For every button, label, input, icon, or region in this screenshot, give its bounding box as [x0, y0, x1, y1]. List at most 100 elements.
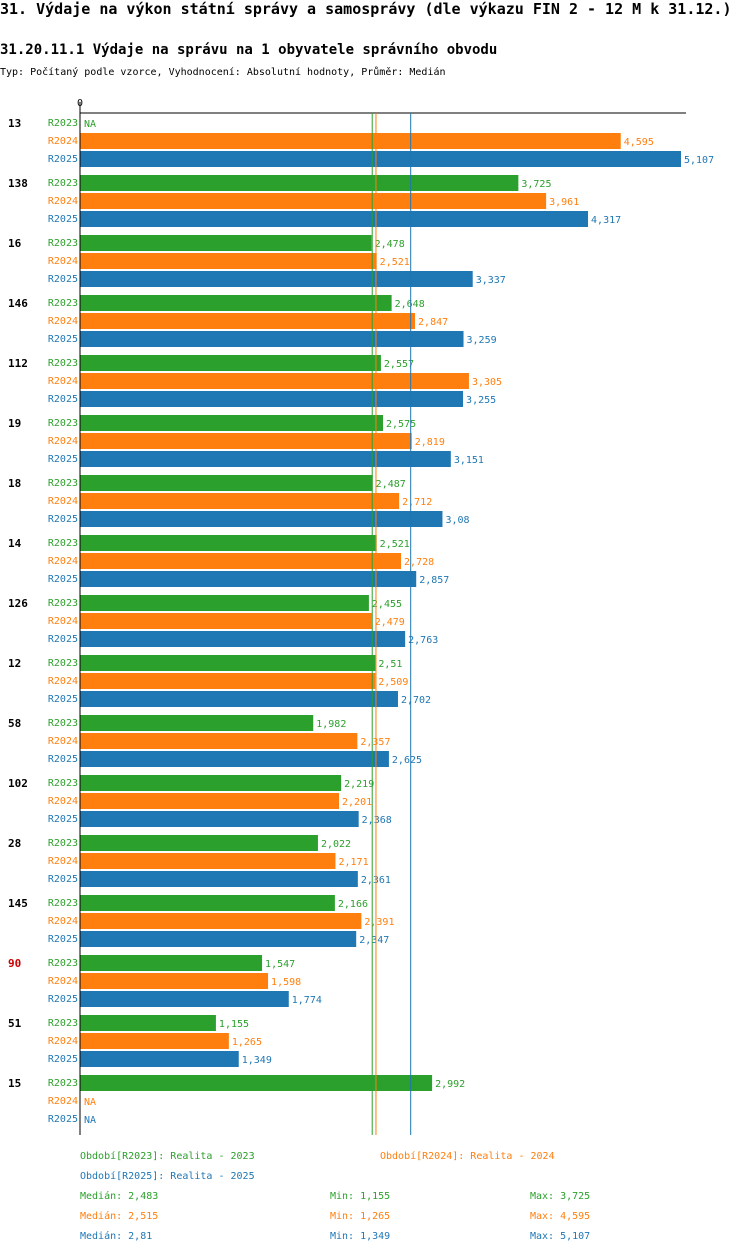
category-label: 18	[8, 477, 21, 490]
bar	[80, 1033, 229, 1049]
data-label: 2,171	[338, 857, 368, 868]
series-label: R2024	[48, 676, 78, 687]
bar	[80, 1075, 433, 1091]
data-label: 2,391	[364, 917, 394, 928]
data-label: 2,478	[375, 239, 405, 250]
category-label: 90	[8, 957, 21, 970]
category-label: 14	[8, 537, 22, 550]
series-label: R2025	[48, 934, 78, 945]
series-label: R2024	[48, 1096, 78, 1107]
stat-max-2025: Max: 5,107	[530, 1231, 591, 1242]
category-label: 138	[8, 177, 28, 190]
bar	[80, 595, 369, 611]
data-label: 2,712	[402, 497, 432, 508]
data-label: 1,265	[232, 1037, 262, 1048]
series-label: R2025	[48, 154, 78, 165]
series-label: R2024	[48, 796, 78, 807]
data-label: 3,305	[472, 377, 502, 388]
bar	[80, 631, 406, 647]
series-label: R2023	[48, 958, 78, 969]
data-label: 1,774	[292, 995, 322, 1006]
bar	[80, 271, 473, 287]
data-label: 3,725	[521, 179, 551, 190]
series-label: R2023	[48, 298, 78, 309]
bar	[80, 973, 269, 989]
category-label: 58	[8, 717, 21, 730]
series-label: R2024	[48, 1036, 78, 1047]
bar	[80, 415, 384, 431]
stat-max-2024: Max: 4,595	[530, 1211, 591, 1222]
category-label: 13	[8, 117, 21, 130]
stat-min-2024: Min: 1,265	[330, 1211, 391, 1222]
bar	[80, 493, 400, 509]
chart-info: Typ: Počítaný podle vzorce, Vyhodnocení:…	[0, 67, 446, 78]
data-label: NA	[84, 1097, 96, 1108]
bar	[80, 295, 392, 311]
series-label: R2025	[48, 1054, 78, 1065]
series-label: R2023	[48, 898, 78, 909]
page-title: 31. Výdaje na výkon státní správy a samo…	[0, 0, 732, 18]
series-label: R2024	[48, 196, 78, 207]
series-label: R2023	[48, 238, 78, 249]
data-label: 3,151	[454, 455, 484, 466]
series-label: R2023	[48, 658, 78, 669]
series-label: R2023	[48, 358, 78, 369]
series-label: R2023	[48, 478, 78, 489]
data-label: 2,857	[419, 575, 449, 586]
series-label: R2024	[48, 916, 78, 927]
data-label: 2,201	[342, 797, 372, 808]
series-label: R2023	[48, 1018, 78, 1029]
series-label: R2025	[48, 574, 78, 585]
series-label: R2025	[48, 1114, 78, 1125]
category-label: 12	[8, 657, 21, 670]
series-label: R2024	[48, 136, 78, 147]
stat-median-2024: Medián: 2,515	[80, 1211, 159, 1222]
data-label: 2,728	[404, 557, 434, 568]
data-label: 2,022	[321, 839, 351, 850]
series-label: R2024	[48, 316, 78, 327]
series-label: R2024	[48, 856, 78, 867]
bar	[80, 391, 464, 407]
bar	[80, 355, 381, 371]
data-label: 1,349	[242, 1055, 272, 1066]
bar	[80, 751, 389, 767]
data-label: 3,337	[476, 275, 506, 286]
bar	[80, 913, 362, 929]
category-label: 145	[8, 897, 28, 910]
series-label: R2025	[48, 394, 78, 405]
bar	[80, 613, 372, 629]
data-label: 2,763	[408, 635, 438, 646]
data-label: 2,557	[384, 359, 414, 370]
data-label: 2,702	[401, 695, 431, 706]
bar	[80, 1051, 239, 1067]
series-label: R2025	[48, 874, 78, 885]
series-label: R2025	[48, 214, 78, 225]
bar	[80, 571, 417, 587]
series-label: R2025	[48, 754, 78, 765]
data-label: 2,819	[415, 437, 445, 448]
data-label: 3,08	[445, 515, 469, 526]
category-label: 126	[8, 597, 28, 610]
data-label: 2,51	[378, 659, 402, 670]
data-label: 2,479	[375, 617, 405, 628]
series-label: R2025	[48, 514, 78, 525]
data-label: 3,255	[466, 395, 496, 406]
series-label: R2024	[48, 436, 78, 447]
data-label: 2,521	[380, 257, 410, 268]
data-label: 2,487	[376, 479, 406, 490]
bar	[80, 151, 681, 167]
data-label: 2,347	[359, 935, 389, 946]
bar	[80, 133, 621, 149]
category-label: 19	[8, 417, 21, 430]
series-label: R2025	[48, 814, 78, 825]
bar	[80, 931, 357, 947]
category-label: 28	[8, 837, 21, 850]
series-label: R2025	[48, 274, 78, 285]
series-label: R2023	[48, 598, 78, 609]
data-label: 2,368	[362, 815, 392, 826]
stat-median-2023: Medián: 2,483	[80, 1191, 159, 1202]
data-label: 4,317	[591, 215, 621, 226]
bar	[80, 475, 373, 491]
chart-subtitle: 31.20.11.1 Výdaje na správu na 1 obyvate…	[0, 42, 498, 58]
bar	[80, 655, 376, 671]
